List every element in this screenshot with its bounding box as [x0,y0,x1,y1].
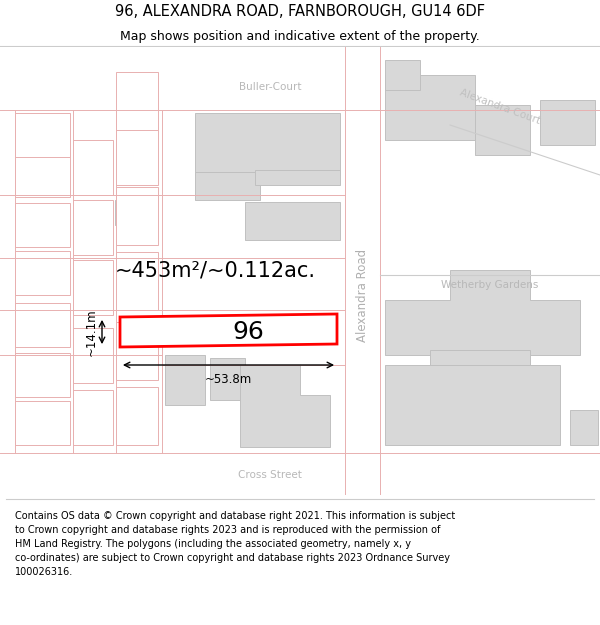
Bar [15,113,70,157]
Bar [460,400,520,425]
Bar [116,387,158,445]
Bar [73,328,113,383]
Polygon shape [385,270,580,355]
Bar [15,251,70,295]
Text: ~453m²/~0.112ac.: ~453m²/~0.112ac. [115,260,316,280]
Bar [345,275,600,300]
Bar [116,187,158,245]
Text: Wetherby Gardens: Wetherby Gardens [442,280,539,290]
Bar [73,140,113,195]
Bar [210,358,245,400]
Bar [115,200,150,225]
Text: Contains OS data © Crown copyright and database right 2021. This information is : Contains OS data © Crown copyright and d… [15,511,455,577]
Bar [255,170,340,185]
Bar [195,172,260,200]
Bar [430,350,530,405]
Polygon shape [385,75,515,140]
Bar [345,47,380,495]
Bar [73,200,113,255]
Text: Alexandra Court: Alexandra Court [458,88,542,126]
Bar [245,202,340,240]
Bar [385,365,560,445]
Bar [165,355,205,405]
Bar [116,322,158,380]
Bar [116,127,158,185]
Bar [15,401,70,445]
Text: Alexandra Road: Alexandra Road [355,248,368,341]
Bar [0,47,600,110]
Polygon shape [450,75,600,165]
Bar [73,390,113,445]
Bar [0,453,600,495]
Text: Buller-Court: Buller-Court [239,82,301,92]
Polygon shape [240,365,330,447]
Bar [195,113,340,175]
Text: ~53.8m: ~53.8m [205,373,252,386]
Polygon shape [120,314,337,347]
Bar [540,100,595,145]
Text: ~14.1m: ~14.1m [85,308,98,356]
Text: 96: 96 [233,320,265,344]
Bar [0,47,15,495]
Bar [385,60,420,90]
Bar [116,72,158,130]
Bar [15,203,70,247]
Bar [15,153,70,197]
Bar [15,353,70,397]
Bar [116,252,158,310]
Text: Map shows position and indicative extent of the property.: Map shows position and indicative extent… [120,30,480,43]
Text: Cross Street: Cross Street [238,470,302,480]
Bar [475,105,530,155]
Bar [73,260,113,315]
Text: 96, ALEXANDRA ROAD, FARNBOROUGH, GU14 6DF: 96, ALEXANDRA ROAD, FARNBOROUGH, GU14 6D… [115,4,485,19]
Bar [15,303,70,347]
Bar [570,410,598,445]
